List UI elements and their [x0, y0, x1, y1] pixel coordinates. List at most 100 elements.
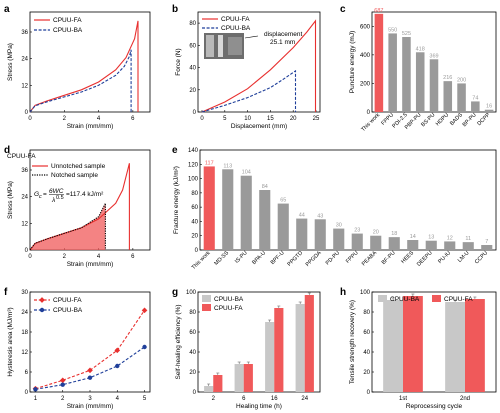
legend-cpuu-fa-label: CPUU-FA: [214, 305, 243, 312]
legend-cpuu-fa-swatch: [432, 295, 441, 302]
point-cpuu-fa: [141, 307, 148, 314]
chart-title: CPUU-FA: [7, 153, 36, 160]
bar-ppgda: [314, 219, 326, 250]
y-tick-label: 120: [188, 162, 199, 168]
data-label: 13: [428, 235, 434, 241]
category-label: BPF-U: [270, 250, 286, 266]
data-label: 104: [242, 170, 251, 176]
panel-label: f: [4, 287, 8, 298]
y-tick-label: 18: [21, 330, 28, 336]
x-tick-label: 2: [212, 396, 216, 402]
x-tick-label: 5: [223, 116, 227, 122]
point-cpuu-ba: [115, 363, 120, 369]
legend-notched-label: Notched sample: [51, 172, 98, 179]
bar-bpa-u: [259, 190, 271, 250]
equation-rhs: =117.4 kJ/m²: [66, 191, 104, 198]
y-tick-label: 40: [191, 219, 198, 225]
inset-photo-clamp: [206, 35, 214, 57]
bar-bs-pu: [429, 59, 439, 112]
data-label: 30: [336, 223, 342, 229]
bar-bpf-u: [277, 203, 289, 250]
series-cpuu-fa-line: [35, 309, 145, 390]
bar-cpuu-ba-2nd: [445, 302, 465, 392]
legend-cpuu-ba-marker: [39, 307, 45, 313]
bar-bf-pu: [388, 237, 400, 250]
bar-cpuu-ba-6: [234, 364, 244, 392]
bar-cpuu-fa-2nd: [465, 299, 485, 392]
category-label: BP-PU: [462, 112, 478, 128]
point-cpuu-ba: [142, 344, 147, 350]
legend-cpuu-ba-swatch: [378, 295, 387, 302]
point-cpuu-ba: [87, 375, 93, 380]
y-tick-label: 6: [25, 370, 29, 376]
bar-cpuu-fa-6: [243, 364, 253, 392]
point-cpuu-ba: [33, 387, 38, 392]
y-tick-label: 100: [186, 290, 197, 296]
data-label: 18: [391, 231, 397, 237]
legend-cpuu-fa-swatch: [202, 304, 211, 311]
x-tick-label: 1: [34, 396, 38, 402]
y-tick-label: 0: [193, 390, 197, 396]
annotation-line-1: displacement: [264, 31, 302, 38]
data-label: 12: [447, 235, 453, 241]
bar-fppu: [351, 233, 363, 250]
y-tick-label: 0: [25, 248, 29, 254]
data-label: 23: [354, 228, 360, 234]
inset-photo-sample: [228, 37, 242, 55]
y-tick-label: 0: [25, 390, 29, 396]
bar-hdpu: [443, 81, 453, 112]
data-label: 74: [472, 95, 478, 101]
notched-energy-area: [30, 203, 106, 250]
bar-bp-pu: [471, 101, 480, 112]
y-tick-label: 40: [189, 66, 196, 72]
data-label: 687: [374, 8, 383, 14]
x-tick-label: 6: [131, 254, 135, 260]
plot-frame: [199, 149, 497, 251]
legend-cpuu-fa-label: CPUU-FA: [444, 296, 473, 303]
x-tick-label: 10: [244, 116, 251, 122]
data-label: 200: [457, 77, 466, 83]
legend-cpuu-ba-swatch: [202, 295, 211, 302]
bar-is-pu: [240, 175, 252, 250]
bar-pu-iu: [444, 241, 456, 250]
y-axis-label: Self-healing efficiency (%): [175, 304, 182, 379]
category-label: PPGDA: [305, 250, 323, 268]
bar-peaba: [370, 235, 382, 250]
data-label: 369: [429, 53, 438, 59]
x-axis-label: Strain (mm/mm): [67, 403, 114, 410]
panel-label: d: [4, 145, 10, 156]
y-tick-label: 80: [189, 21, 196, 27]
y-axis-label: Stress (MPa): [7, 181, 14, 219]
bar-cpuu-ba-24: [295, 304, 305, 392]
bar-deepu: [425, 240, 437, 250]
annotation-pointer: [244, 35, 259, 39]
panel-label: b: [172, 4, 178, 15]
y-tick-label: 400: [360, 53, 371, 59]
x-tick-label: 0: [28, 116, 32, 122]
category-label: BPA-U: [251, 250, 267, 266]
data-label: 113: [223, 163, 232, 169]
bar-cpuu-ba-1st: [383, 300, 403, 392]
legend-cpuu-fa-label: CPUU-FA: [221, 16, 250, 23]
legend-cpuu-fa-marker: [39, 297, 45, 303]
bar-this-work: [374, 13, 384, 113]
bar-cpuu-ba-2: [204, 386, 214, 392]
category-label: CCPU: [474, 250, 489, 265]
category-label: HDPU: [435, 112, 450, 127]
category-label: This work: [360, 112, 381, 133]
data-label: 14: [410, 234, 416, 240]
equation-denominator-sup: 0.5: [56, 195, 64, 201]
legend-unnotched-label: Unnotched sample: [51, 163, 106, 170]
data-label: 11: [465, 236, 471, 242]
y-tick-label: 24: [21, 57, 28, 63]
plot-frame: [29, 11, 151, 113]
y-tick-label: 20: [363, 370, 370, 376]
plot-frame: [197, 291, 321, 393]
legend-cpuu-ba-label: CPUU-BA: [221, 25, 251, 32]
x-tick-label: 3: [88, 396, 92, 402]
series-cpuu-fa-line: [29, 20, 139, 113]
data-label: 84: [262, 184, 268, 190]
bar-dcpp: [484, 109, 494, 112]
legend-cpuu-ba-label: CPUU-BA: [390, 296, 420, 303]
